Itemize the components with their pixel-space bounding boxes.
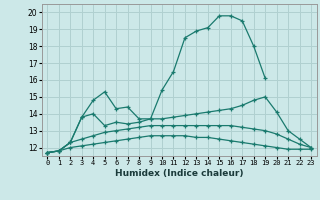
X-axis label: Humidex (Indice chaleur): Humidex (Indice chaleur) [115, 169, 244, 178]
